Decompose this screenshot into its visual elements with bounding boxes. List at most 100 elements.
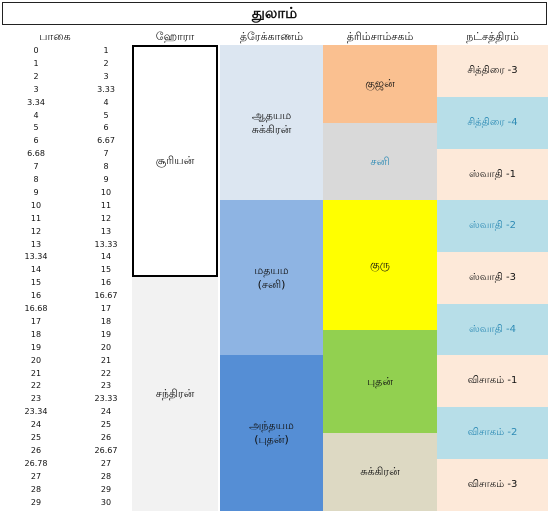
- degree-end: 15: [100, 265, 112, 275]
- degree-start: 24: [30, 420, 42, 430]
- degree-end: 2: [103, 58, 109, 68]
- degree-end: 19: [100, 329, 112, 339]
- page-title: துலாம்: [2, 2, 547, 25]
- degree-start: 6.68: [27, 149, 45, 159]
- degree-end: 28: [100, 471, 112, 481]
- degree-start: 27: [30, 471, 42, 481]
- trimsamsam-sani-label: சனி: [370, 154, 390, 168]
- nakshatram-1-label: சித்திரை -3: [467, 65, 518, 76]
- header-drekkanam: த்ரேக்காணம்: [239, 30, 304, 43]
- degree-end: 10: [100, 187, 112, 197]
- degree-end: 29: [100, 484, 112, 494]
- hora-sun-cell: சூரியன்: [132, 45, 218, 277]
- degree-end: 16.67: [94, 291, 118, 301]
- degree-end: 18: [100, 316, 112, 326]
- degree-start: 16: [30, 291, 42, 301]
- drekkanam-1-line1: ஆதயம: [251, 108, 292, 122]
- degree-start: 18: [30, 329, 42, 339]
- degree-start: 28: [30, 484, 42, 494]
- degree-end: 3: [103, 71, 109, 81]
- degree-start: 26: [30, 445, 42, 455]
- nakshatram-cell-1: சித்திரை -3: [437, 45, 548, 97]
- degree-end: 6: [103, 123, 109, 133]
- degree-end: 22: [100, 368, 112, 378]
- nakshatram-cell-5: ஸ்வாதி -3: [437, 252, 548, 304]
- nakshatram-4-label: ஸ்வாதி -2: [469, 220, 516, 231]
- trimsamsam-sukran: சுக்கிரன்: [323, 433, 437, 511]
- degree-end: 25: [100, 420, 112, 430]
- degree-start: 2: [33, 71, 39, 81]
- degree-start: 3.34: [27, 97, 45, 107]
- degree-start: 25: [30, 433, 42, 442]
- degree-end: 1: [103, 46, 109, 55]
- degree-start: 13: [30, 239, 42, 249]
- hora-moon-label: சந்திரன்: [155, 387, 195, 400]
- header-nakshatram: நட்சத்திரம்: [466, 30, 519, 43]
- degree-start: 0: [33, 46, 39, 55]
- degree-start: 17: [30, 316, 42, 326]
- nakshatram-6-label: ஸ்வாதி -4: [469, 323, 516, 335]
- degree-end: 11: [100, 200, 112, 210]
- degree-end: 26: [100, 433, 112, 442]
- drekkanam-cell-3: அந்தயம (புதன்): [220, 355, 323, 511]
- degree-start: 12: [30, 226, 42, 236]
- degree-start: 14: [30, 265, 42, 275]
- trimsamsam-budhan: புதன்: [323, 330, 437, 433]
- drekkanam-cell-1: ஆதயம சுக்கிரன்: [220, 45, 323, 200]
- degree-end: 21: [100, 355, 112, 365]
- nakshatram-8-label: விசாகம் -2: [467, 427, 518, 438]
- trimsamsam-kujan: குஜன்: [323, 45, 437, 123]
- degree-end: 5: [103, 110, 109, 120]
- degree-start: 22: [30, 381, 42, 391]
- degree-start: 13.34: [24, 252, 48, 262]
- trimsamsam-guru-label: குரு: [370, 258, 390, 271]
- degree-start: 26.78: [24, 458, 48, 468]
- drekkanam-3-line2: (புதன்): [254, 433, 289, 446]
- degree-end: 8: [103, 162, 109, 172]
- trimsamsam-sukran-label: சுக்கிரன்: [360, 465, 400, 478]
- header-pagai: பாகை: [39, 30, 71, 43]
- degree-end: 6.67: [97, 136, 115, 146]
- degree-end: 9: [103, 175, 109, 184]
- trimsamsam-budhan-label: புதன்: [366, 374, 394, 388]
- degree-end: 26.67: [94, 445, 118, 455]
- degree-end: 17: [100, 304, 112, 313]
- degree-end: 14: [100, 252, 112, 262]
- header-trimsamsam: த்ரிம்சாம்சகம்: [346, 30, 414, 43]
- degree-start: 16.68: [24, 304, 48, 313]
- header-hora: ஹோரா: [155, 30, 195, 43]
- drekkanam-1-line2: சுக்கிரன்: [251, 122, 292, 136]
- degree-end: 12: [100, 213, 112, 223]
- drekkanam-2-line2: (சனி): [257, 277, 286, 291]
- degree-end: 30: [100, 497, 112, 507]
- degree-start: 23.34: [24, 407, 48, 417]
- degree-end: 16: [100, 278, 112, 288]
- nakshatram-cell-9: விசாகம் -3: [437, 459, 548, 511]
- degree-end: 23: [100, 381, 112, 391]
- nakshatram-cell-3: ஸ்வாதி -1: [437, 149, 548, 200]
- degree-start: 7: [33, 162, 39, 172]
- degree-start: 10: [30, 200, 42, 210]
- degree-start: 11: [30, 213, 42, 223]
- degree-end: 24: [100, 407, 112, 417]
- degree-start: 23: [30, 394, 42, 404]
- degree-start: 8: [33, 175, 39, 184]
- degree-end: 23.33: [94, 394, 118, 404]
- hora-moon-cell: சந்திரன்: [132, 277, 218, 511]
- nakshatram-5-label: ஸ்வாதி -3: [469, 272, 516, 283]
- degree-start: 5: [33, 123, 39, 133]
- degree-start: 1: [33, 58, 39, 68]
- drekkanam-2-line1: மதயம: [254, 263, 289, 277]
- trimsamsam-guru: குரு: [323, 200, 437, 330]
- degree-start: 21: [30, 368, 42, 378]
- trimsamsam-sani: சனி: [323, 123, 437, 200]
- degree-end: 3.33: [97, 84, 115, 94]
- nakshatram-2-label: சித்திரை -4: [467, 117, 518, 128]
- nakshatram-cell-8: விசாகம் -2: [437, 407, 548, 459]
- degree-end: 20: [100, 342, 112, 352]
- degree-end: 7: [103, 149, 109, 159]
- degree-end: 13.33: [94, 239, 118, 249]
- degree-start: 3: [33, 84, 39, 94]
- drekkanam-3-line1: அந்தயம: [249, 419, 294, 432]
- degree-start: 20: [30, 355, 42, 365]
